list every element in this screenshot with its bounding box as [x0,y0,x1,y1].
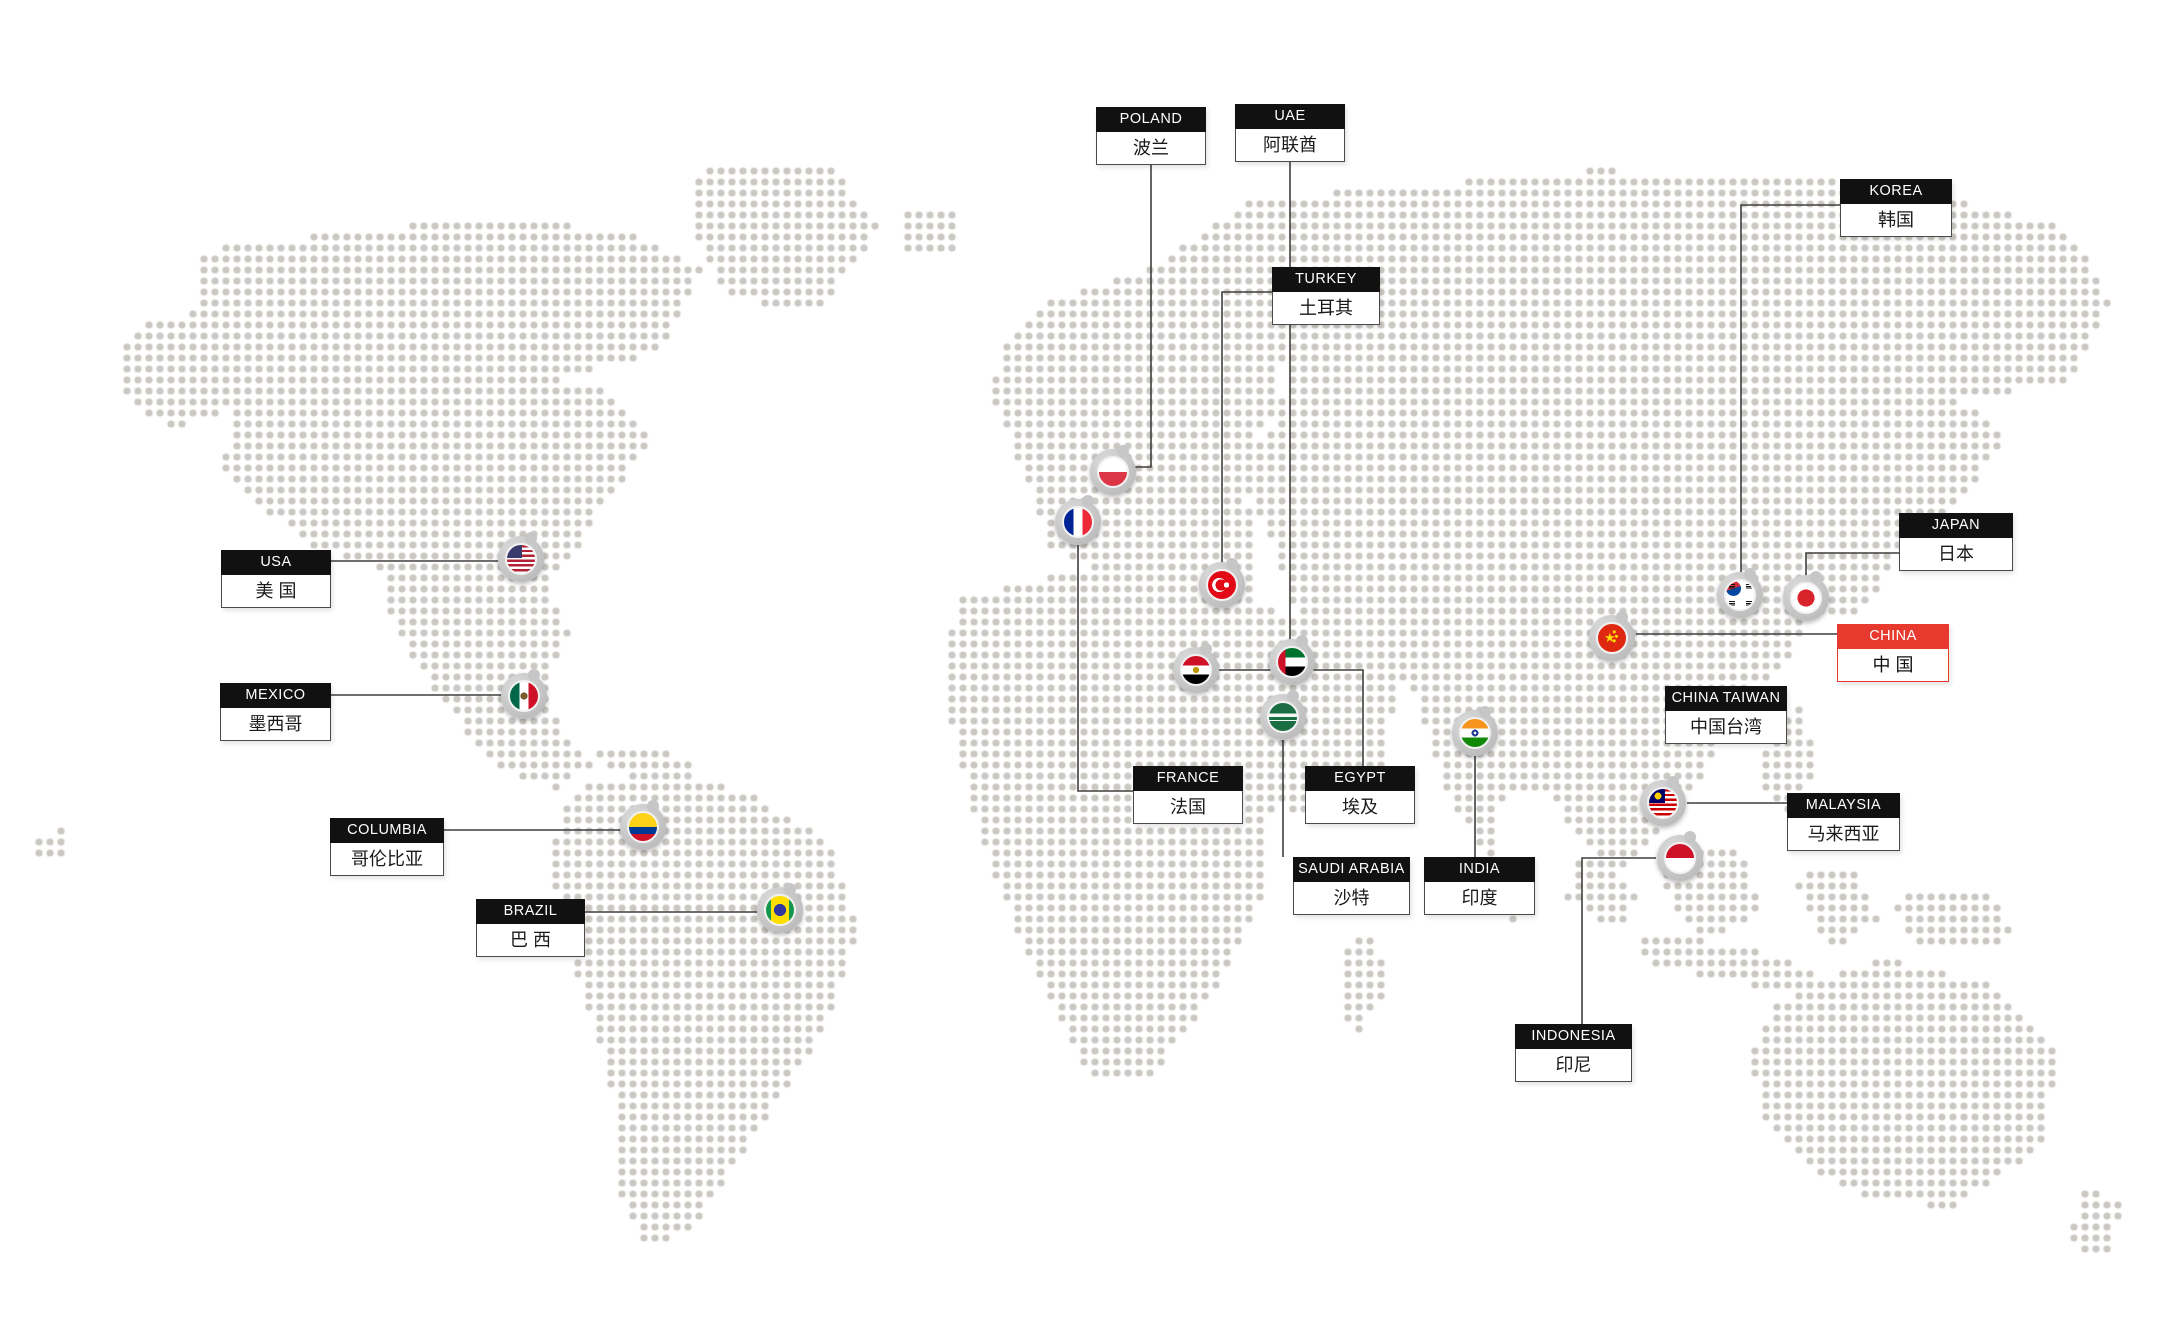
korea-flag-icon [1724,579,1756,611]
flag-pin-korea[interactable] [1717,568,1763,618]
country-label-france: FRANCE 法国 [1133,766,1243,824]
country-name-en: SAUDI ARABIA [1293,857,1410,882]
country-label-korea: KOREA 韩国 [1840,179,1952,237]
flag-pin-china[interactable] [1589,611,1635,661]
country-name-zh: 日本 [1899,538,2013,571]
connector-japan [1805,552,1899,576]
country-label-saudi_arabia: SAUDI ARABIA 沙特 [1293,857,1410,915]
india-flag-icon [1459,717,1491,749]
connector-korea [1740,204,1840,572]
country-name-en: JAPAN [1899,513,2013,538]
flag-pin-indonesia[interactable] [1657,831,1703,881]
flag-pin-malaysia[interactable] [1640,776,1686,826]
indonesia-flag-icon [1664,842,1696,874]
connector-indonesia [1581,857,1656,1024]
flag-pin-turkey[interactable] [1199,558,1245,608]
flag-pin-poland[interactable] [1090,445,1136,495]
malaysia-flag-icon [1647,787,1679,819]
flag-pin-usa[interactable] [498,532,544,582]
japan-flag-icon [1790,582,1822,614]
flag-pin-saudi_arabia[interactable] [1260,690,1306,740]
country-label-uae: UAE 阿联酋 [1235,104,1345,162]
flag-pin-egypt[interactable] [1173,643,1219,693]
flag-pin-france[interactable] [1055,495,1101,545]
country-name-en: USA [221,550,331,575]
country-name-en: CHINA TAIWAN [1665,686,1787,711]
country-name-zh: 阿联酋 [1235,129,1345,162]
country-name-en: CHINA [1837,624,1949,649]
country-label-china_taiwan: CHINA TAIWAN 中国台湾 [1665,686,1787,744]
country-name-zh: 墨西哥 [220,708,331,741]
country-name-zh: 沙特 [1293,882,1410,915]
flag-pin-mexico[interactable] [501,669,547,719]
country-label-usa: USA 美 国 [221,550,331,608]
country-name-en: EGYPT [1305,766,1415,791]
connector-turkey [1221,291,1272,563]
country-name-en: MEXICO [220,683,331,708]
country-name-zh: 马来西亚 [1787,818,1900,851]
country-name-zh: 哥伦比亚 [330,843,444,876]
country-name-en: TURKEY [1272,267,1380,292]
uae-flag-icon [1276,646,1308,678]
country-name-zh: 中国台湾 [1665,711,1787,744]
country-name-zh: 韩国 [1840,204,1952,237]
country-name-en: INDONESIA [1515,1024,1632,1049]
country-name-zh: 埃及 [1305,791,1415,824]
country-name-zh: 波兰 [1096,132,1206,165]
brazil-flag-icon [764,894,796,926]
flag-pin-brazil[interactable] [757,883,803,933]
country-label-japan: JAPAN 日本 [1899,513,2013,571]
saudi-arabia-flag-icon [1267,701,1299,733]
country-name-en: FRANCE [1133,766,1243,791]
country-name-en: INDIA [1424,857,1535,882]
country-label-poland: POLAND 波兰 [1096,107,1206,165]
usa-flag-icon [505,543,537,575]
connector-egypt [1219,669,1364,766]
country-label-mexico: MEXICO 墨西哥 [220,683,331,741]
france-flag-icon [1062,506,1094,538]
country-name-zh: 巴 西 [476,924,585,957]
country-label-turkey: TURKEY 土耳其 [1272,267,1380,325]
country-name-en: MALAYSIA [1787,793,1900,818]
flag-pin-japan[interactable] [1783,571,1829,621]
turkey-flag-icon [1206,569,1238,601]
flag-pin-columbia[interactable] [620,800,666,850]
flag-pin-india[interactable] [1452,706,1498,756]
country-name-zh: 美 国 [221,575,331,608]
country-label-malaysia: MALAYSIA 马来西亚 [1787,793,1900,851]
flag-pin-uae[interactable] [1269,635,1315,685]
egypt-flag-icon [1180,654,1212,686]
country-name-zh: 土耳其 [1272,292,1380,325]
country-name-zh: 法国 [1133,791,1243,824]
country-name-en: BRAZIL [476,899,585,924]
country-name-en: POLAND [1096,107,1206,132]
country-label-columbia: COLUMBIA 哥伦比亚 [330,818,444,876]
country-label-india: INDIA 印度 [1424,857,1535,915]
china-flag-icon [1596,622,1628,654]
country-name-en: KOREA [1840,179,1952,204]
country-name-en: COLUMBIA [330,818,444,843]
columbia-flag-icon [627,811,659,843]
country-label-egypt: EGYPT 埃及 [1305,766,1415,824]
country-name-zh: 印度 [1424,882,1535,915]
country-label-china: CHINA 中 国 [1837,624,1949,682]
country-label-indonesia: INDONESIA 印尼 [1515,1024,1632,1082]
country-name-zh: 印尼 [1515,1049,1632,1082]
country-name-en: UAE [1235,104,1345,129]
connector-poland [1132,163,1152,468]
country-name-zh: 中 国 [1837,649,1949,682]
country-label-brazil: BRAZIL 巴 西 [476,899,585,957]
poland-flag-icon [1097,456,1129,488]
mexico-flag-icon [508,680,540,712]
connector-france [1077,545,1133,792]
